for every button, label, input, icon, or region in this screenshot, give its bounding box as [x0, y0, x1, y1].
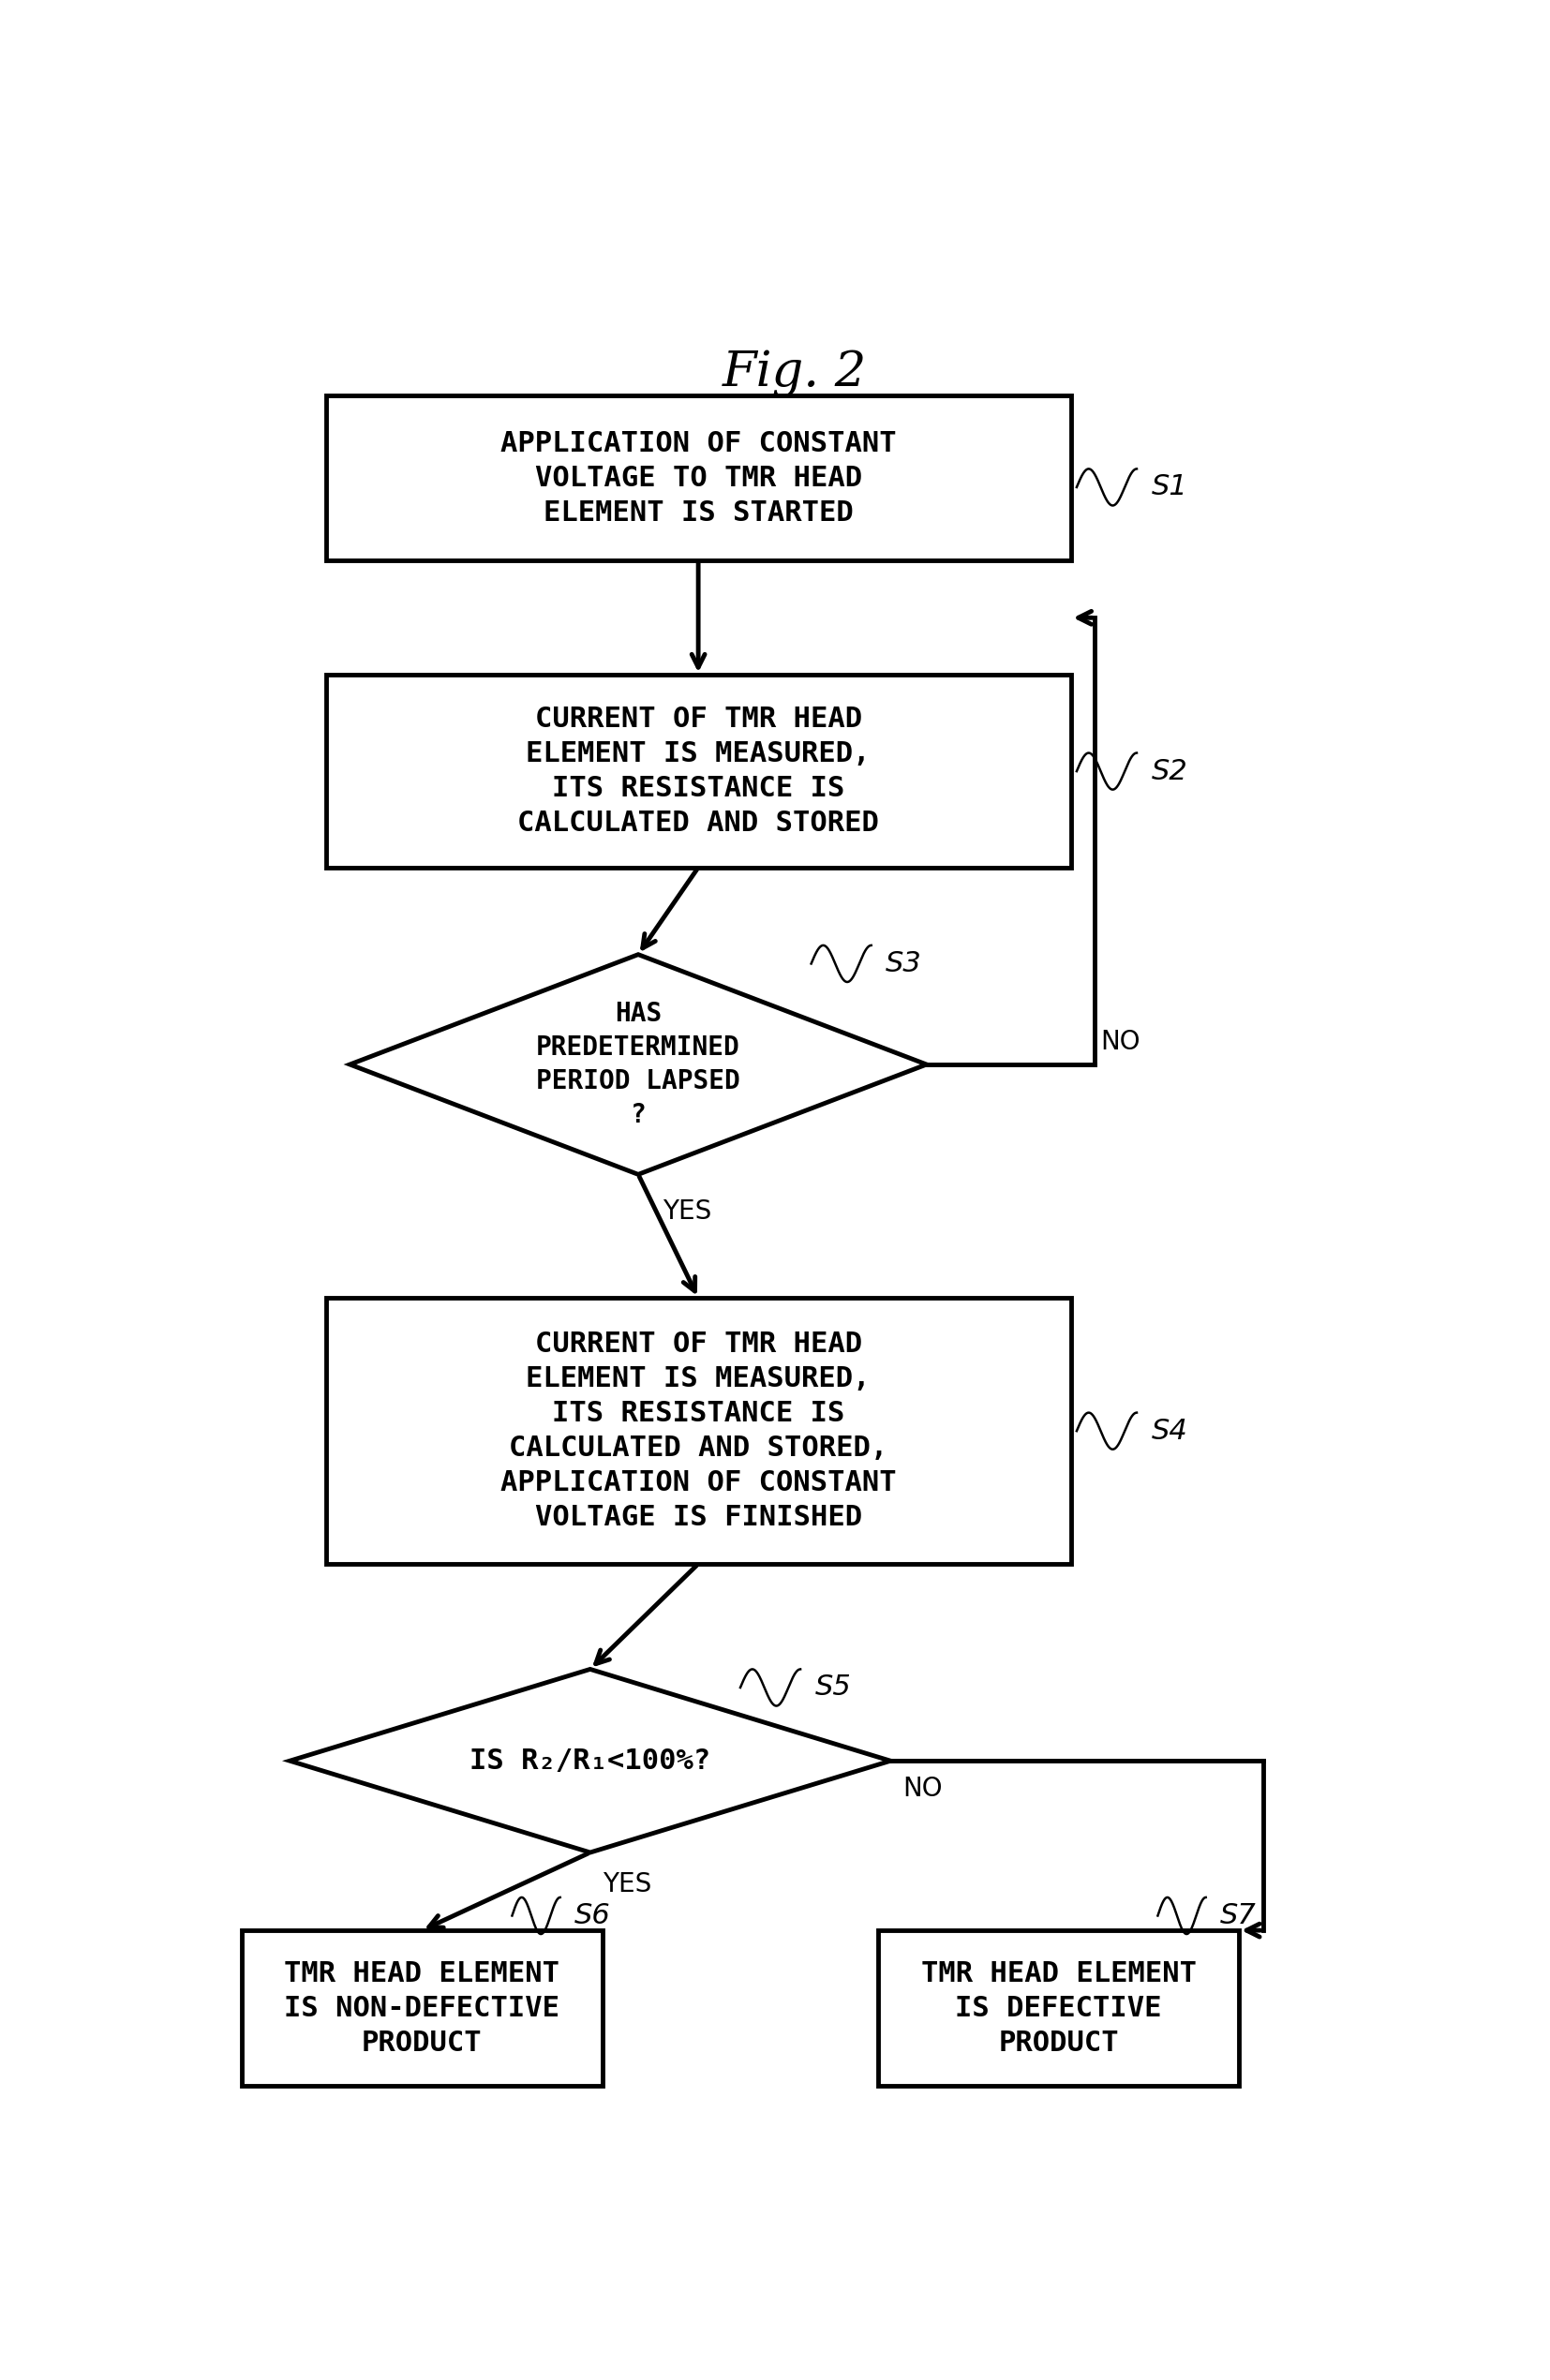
Text: S5: S5 — [815, 1673, 851, 1702]
Text: NO: NO — [1100, 1028, 1141, 1054]
Text: S1: S1 — [1152, 474, 1187, 500]
Polygon shape — [350, 954, 927, 1173]
Text: IS R₂/R₁<100%?: IS R₂/R₁<100%? — [470, 1747, 711, 1775]
Text: S6: S6 — [575, 1902, 611, 1930]
Bar — [326, 395, 1071, 562]
Bar — [242, 1930, 601, 2087]
Text: TMR HEAD ELEMENT
IS DEFECTIVE
PRODUCT: TMR HEAD ELEMENT IS DEFECTIVE PRODUCT — [921, 1961, 1197, 2056]
Text: TMR HEAD ELEMENT
IS NON-DEFECTIVE
PRODUCT: TMR HEAD ELEMENT IS NON-DEFECTIVE PRODUC… — [284, 1961, 560, 2056]
Text: S7: S7 — [1220, 1902, 1257, 1930]
Polygon shape — [290, 1668, 891, 1852]
Text: YES: YES — [601, 1871, 651, 1897]
Text: S3: S3 — [885, 950, 922, 978]
Bar — [326, 676, 1071, 866]
Text: Fig. 2: Fig. 2 — [722, 350, 866, 397]
Bar — [879, 1930, 1238, 2087]
Text: S2: S2 — [1152, 757, 1187, 785]
Text: APPLICATION OF CONSTANT
VOLTAGE TO TMR HEAD
ELEMENT IS STARTED: APPLICATION OF CONSTANT VOLTAGE TO TMR H… — [501, 431, 896, 526]
Text: NO: NO — [902, 1775, 942, 1802]
Bar — [326, 1297, 1071, 1564]
Text: S4: S4 — [1152, 1418, 1187, 1445]
Text: HAS
PREDETERMINED
PERIOD LAPSED
?: HAS PREDETERMINED PERIOD LAPSED ? — [536, 1002, 741, 1128]
Text: YES: YES — [662, 1197, 711, 1223]
Text: CURRENT OF TMR HEAD
ELEMENT IS MEASURED,
ITS RESISTANCE IS
CALCULATED AND STORED: CURRENT OF TMR HEAD ELEMENT IS MEASURED,… — [518, 704, 879, 838]
Text: CURRENT OF TMR HEAD
ELEMENT IS MEASURED,
ITS RESISTANCE IS
CALCULATED AND STORED: CURRENT OF TMR HEAD ELEMENT IS MEASURED,… — [501, 1330, 896, 1530]
